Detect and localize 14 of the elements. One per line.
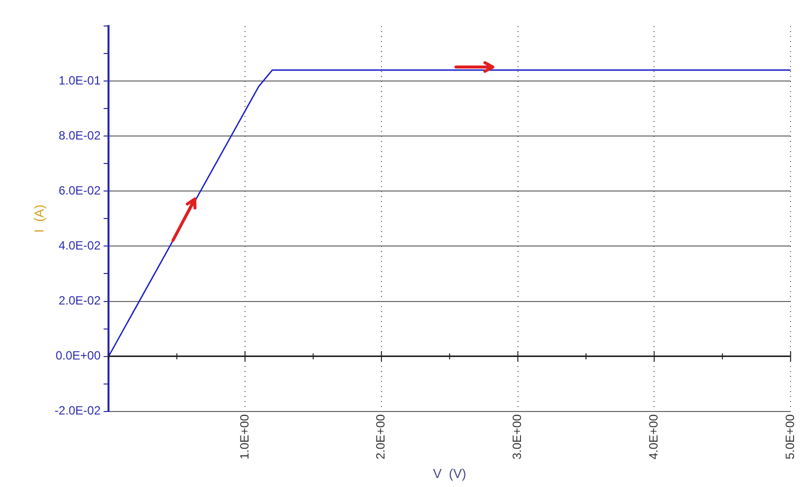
y-tick-label: 1.0E-01 [58,73,101,88]
y-tick-label: 0.0E+00 [56,348,101,363]
x-tick-label: 3.0E+00 [510,414,524,460]
x-tick-label: 2.0E+00 [374,414,388,460]
x-tick-label: 4.0E+00 [646,414,661,460]
y-tick-label: 2.0E-02 [58,294,101,308]
x-tick-label: 5.0E+00 [782,414,797,460]
x-tick-label: 1.0E+00 [237,414,252,460]
y-tick-label: 6.0E-02 [58,183,101,198]
y-tick-label: 8.0E-02 [58,128,101,142]
y-tick-label: 4.0E-02 [58,238,101,253]
x-axis-title: V (V) [432,466,466,481]
y-tick-label: -2.0E-02 [54,404,101,418]
y-axis-title: I (A) [31,204,46,233]
